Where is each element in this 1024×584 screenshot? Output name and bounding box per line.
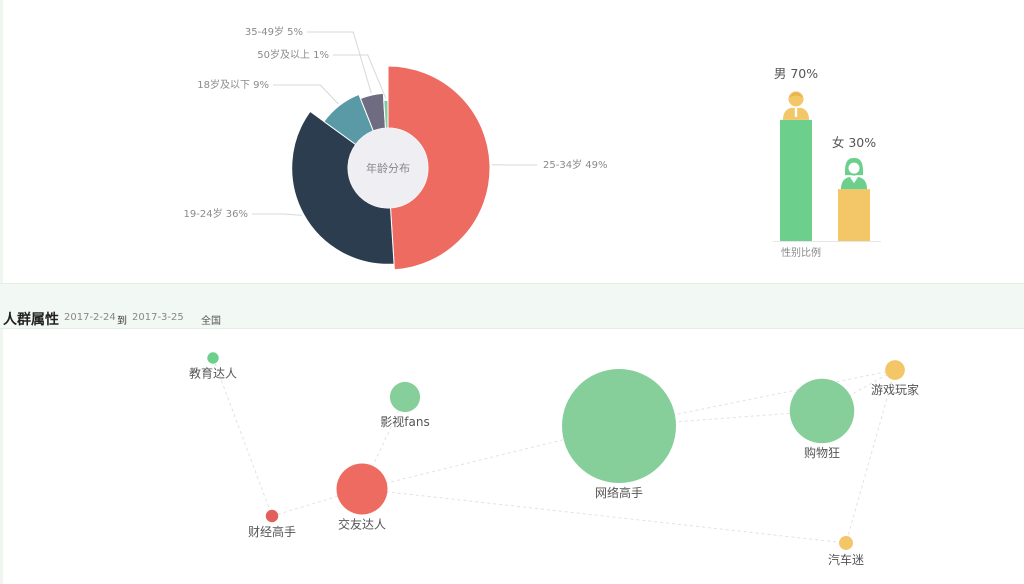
- top-panel: 25-34岁 49% 19-24岁 36% 18岁及以下 9% 35-49岁 5% 50…: [0, 0, 1024, 283]
- bubble-node-label-2: 财经高手: [248, 524, 296, 539]
- gender-chart-title: 性别比例: [781, 246, 821, 259]
- bubble-link-3: [361, 425, 620, 490]
- age-label-line-1: [252, 213, 302, 216]
- age-slice-label-1: 19-24岁 36%: [184, 207, 248, 220]
- age-label-line-3: [307, 31, 372, 94]
- gender-bar-1[interactable]: [838, 189, 870, 241]
- age-slice-label-0: 25-34岁 49%: [543, 158, 607, 171]
- bottom-panel: 教育达人影视fans 财经高手 交友达人 网络高手 购物狂 游戏玩家汽车迷: [0, 329, 1024, 584]
- bubble-link-6: [618, 410, 823, 427]
- gender-bar-chart: 男 70% 女 30% 性别比例: [773, 66, 881, 259]
- section-header: 人群属性 2017-2-24 到 2017-3-25 全国: [0, 283, 1024, 329]
- bubble-node-label-5: 购物狂: [804, 445, 840, 460]
- bubble-node-label-4: 网络高手: [595, 485, 643, 500]
- date-start: 2017-2-24: [64, 312, 116, 323]
- region-label: 全国: [201, 316, 221, 327]
- bubble-link-5: [618, 369, 896, 427]
- gender-bar-label-1: 女 30%: [832, 135, 876, 150]
- age-slice-label-4: 50岁及以上 1%: [257, 48, 329, 61]
- gender-bar-0[interactable]: [780, 119, 812, 241]
- date-to-label: 到: [117, 316, 127, 327]
- bubble-node-4[interactable]: [562, 369, 676, 483]
- age-rose-chart: 25-34岁 49% 19-24岁 36% 18岁及以下 9% 35-49岁 5% 50…: [184, 25, 607, 271]
- bubble-link-2: [361, 396, 406, 490]
- age-label-line-4: [333, 54, 387, 99]
- bubble-node-5[interactable]: [789, 378, 855, 444]
- section-title: 人群属性: [3, 312, 59, 328]
- date-end: 2017-3-25: [132, 312, 184, 323]
- bubble-node-label-0: 教育达人: [189, 366, 237, 381]
- bubble-node-6[interactable]: [885, 360, 905, 380]
- bubble-node-label-7: 汽车迷: [828, 552, 864, 567]
- bubble-node-label-1: 影视fans: [380, 414, 429, 429]
- age-slice-2[interactable]: [323, 93, 374, 146]
- age-slice-label-3: 35-49岁 5%: [245, 25, 303, 38]
- bubble-node-2[interactable]: [265, 509, 279, 523]
- bubble-node-0[interactable]: [207, 352, 219, 364]
- male-person-icon: [783, 91, 809, 120]
- gender-bar-label-0: 男 70%: [774, 66, 818, 81]
- bubble-node-label-3: 交友达人: [338, 516, 386, 531]
- bubble-node-3[interactable]: [336, 463, 388, 515]
- age-label-line-2: [273, 84, 339, 105]
- bubble-node-1[interactable]: [389, 381, 421, 413]
- age-slice-label-2: 18岁及以下 9%: [197, 78, 269, 91]
- bubble-node-label-6: 游戏玩家: [871, 382, 919, 397]
- age-center-label: 年龄分布: [366, 161, 410, 175]
- female-person-icon: [841, 158, 867, 190]
- age-center-disk: [348, 128, 428, 208]
- bubble-node-7[interactable]: [839, 536, 853, 550]
- bubble-link-0: [212, 357, 273, 517]
